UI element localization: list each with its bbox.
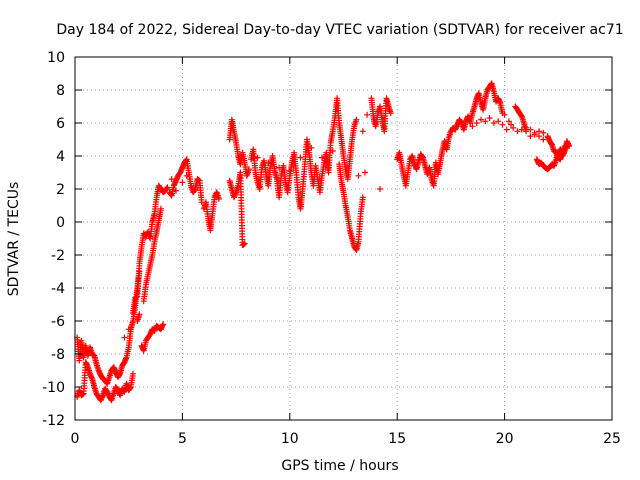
data-point xyxy=(130,370,136,377)
data-point xyxy=(183,172,190,179)
data-point xyxy=(179,179,186,186)
data-point xyxy=(505,118,512,125)
data-point xyxy=(121,334,128,341)
data-point xyxy=(127,385,134,392)
y-tick-label: -2 xyxy=(51,248,65,264)
x-tick-label: 15 xyxy=(388,431,406,447)
chart-title: Day 184 of 2022, Sidereal Day-to-day VTE… xyxy=(56,22,623,38)
data-point xyxy=(355,172,362,179)
y-tick-label: 2 xyxy=(56,182,65,198)
x-tick-label: 25 xyxy=(603,431,621,447)
data-point xyxy=(499,121,506,128)
data-point xyxy=(265,159,272,166)
data-point xyxy=(536,128,542,135)
data-points xyxy=(74,80,572,404)
x-tick-label: 20 xyxy=(496,431,514,447)
y-tick-label: -12 xyxy=(42,413,65,429)
data-point xyxy=(319,154,325,161)
data-point xyxy=(540,136,547,143)
data-point xyxy=(241,240,248,247)
y-tick-label: -8 xyxy=(51,347,65,363)
data-point xyxy=(518,112,525,119)
plot-frame xyxy=(74,56,613,421)
y-tick-label: 6 xyxy=(56,116,65,132)
data-point xyxy=(527,133,534,140)
data-point xyxy=(377,186,383,192)
data-point xyxy=(387,110,394,117)
data-point xyxy=(490,120,497,126)
data-point xyxy=(540,129,547,136)
data-point xyxy=(164,184,171,191)
data-point xyxy=(495,118,502,125)
y-tick-label: -10 xyxy=(42,380,65,396)
data-point xyxy=(362,169,368,176)
data-point xyxy=(276,164,283,171)
data-point xyxy=(160,321,167,328)
data-point xyxy=(359,194,366,201)
data-point xyxy=(503,126,510,133)
data-point xyxy=(419,153,426,160)
data-point xyxy=(254,154,261,161)
data-point xyxy=(329,148,336,154)
data-point xyxy=(508,121,514,128)
y-tick-label: 0 xyxy=(56,215,65,231)
data-point xyxy=(191,187,198,194)
data-point xyxy=(514,128,521,135)
data-point xyxy=(353,116,360,123)
data-point xyxy=(359,128,366,135)
data-point xyxy=(136,311,143,318)
axis-ticks xyxy=(74,56,613,421)
data-point xyxy=(183,157,189,164)
data-point xyxy=(157,205,164,212)
data-point xyxy=(163,185,170,192)
y-tick-label: -6 xyxy=(51,314,65,330)
data-point xyxy=(215,195,222,202)
data-point xyxy=(173,187,179,194)
y-tick-label: 4 xyxy=(56,149,65,165)
y-tick-label: -4 xyxy=(51,281,65,297)
data-point xyxy=(566,143,572,150)
x-tick-label: 0 xyxy=(71,431,80,447)
x-tick-label: 10 xyxy=(281,431,299,447)
data-point xyxy=(486,115,493,121)
data-point xyxy=(469,123,476,130)
data-point xyxy=(297,154,304,161)
y-axis-title: SDTVAR / TECUs xyxy=(6,182,22,297)
data-point xyxy=(246,166,252,173)
y-tick-label: 8 xyxy=(56,83,65,99)
data-point xyxy=(168,176,175,183)
data-point xyxy=(478,116,484,123)
data-point xyxy=(510,124,517,131)
data-point xyxy=(364,111,371,118)
data-point xyxy=(125,326,132,333)
x-tick-label: 5 xyxy=(178,431,187,447)
data-point xyxy=(473,120,480,126)
data-point xyxy=(286,167,293,174)
data-point xyxy=(548,140,555,147)
y-tick-label: 10 xyxy=(47,50,65,66)
x-axis-title: GPS time / hours xyxy=(281,458,398,474)
data-point xyxy=(501,111,508,118)
data-point xyxy=(482,118,489,125)
data-point xyxy=(116,371,123,378)
tick-labels: 0 5 10 15 20 25 -12 -10 -8 -6 -4 -2 0 2 4 6 8 10 xyxy=(42,50,621,447)
data-point xyxy=(308,144,315,151)
data-point xyxy=(531,131,538,138)
data-point xyxy=(523,128,530,135)
